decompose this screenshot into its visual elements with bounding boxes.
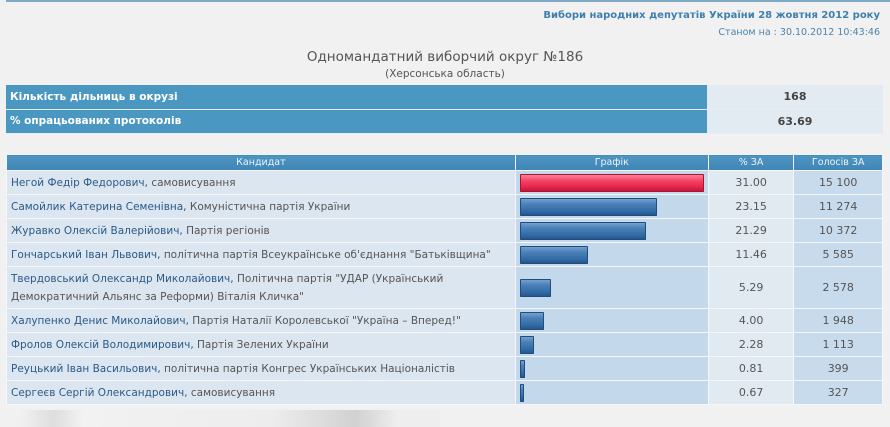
candidate-cell: Самойлик Катерина Семенівна, Комуністичн…: [6, 194, 516, 219]
vote-bar: [519, 221, 646, 240]
background-decoration: [20, 410, 440, 427]
votes-cell: 15 100: [793, 170, 883, 195]
votes-cell: 399: [793, 356, 883, 381]
percent-cell: 5.29: [707, 266, 795, 309]
status-line: Станом на : 30.10.2012 10:43:46: [718, 27, 880, 38]
percent-cell: 11.46: [707, 242, 795, 267]
district-region: (Херсонська область): [385, 68, 505, 80]
candidate-cell: Халупенко Денис Миколайович, Партія Ната…: [6, 308, 516, 333]
candidate-cell: Журавко Олексій Валерійович, Партія регі…: [6, 218, 516, 243]
candidate-party: політична партія Всеукраїнське об'єднанн…: [163, 248, 491, 261]
candidate-cell: Гончарський Іван Львович, політична парт…: [6, 242, 516, 267]
graph-cell: [514, 356, 709, 381]
table-row: Журавко Олексій Валерійович, Партія регі…: [6, 218, 883, 243]
percent-cell: 0.81: [707, 356, 795, 381]
table-row: Реуцький Іван Васильович, політична парт…: [6, 356, 883, 381]
summary-value: 63.69: [707, 109, 883, 134]
summary-row-processed: % опрацьованих протоколів 63.69: [6, 109, 883, 134]
votes-cell: 5 585: [793, 242, 883, 267]
summary-value: 168: [707, 85, 883, 110]
graph-cell: [514, 266, 709, 309]
candidate-name[interactable]: Самойлик Катерина Семенівна,: [11, 200, 187, 213]
candidate-name[interactable]: Негой Федір Федорович,: [11, 176, 148, 189]
candidate-party: Партія Зелених України: [197, 338, 329, 351]
candidate-party: політична партія Конгрес Українських Нац…: [164, 362, 455, 375]
votes-cell: 1 113: [793, 332, 883, 357]
candidate-name[interactable]: Твердовський Олександр Миколайович,: [11, 272, 234, 285]
candidate-party: Партія Наталії Королевської "Україна – В…: [192, 314, 461, 327]
results-header-row: Кандидат Графік % ЗА Голосів ЗА: [6, 154, 883, 171]
results-table: Кандидат Графік % ЗА Голосів ЗА Негой Фе…: [6, 154, 883, 405]
candidate-cell: Твердовський Олександр Миколайович, Полі…: [6, 266, 516, 309]
top-divider: [6, 0, 890, 2]
column-header-votes: Голосів ЗА: [793, 154, 883, 171]
candidate-party: самовисування: [190, 386, 276, 399]
table-row: Твердовський Олександр Миколайович, Полі…: [6, 266, 883, 309]
candidate-party: Комуністична партія України: [189, 200, 351, 213]
graph-cell: [514, 194, 709, 219]
candidate-cell: Фролов Олексій Володимирович, Партія Зел…: [6, 332, 516, 357]
percent-cell: 0.67: [707, 380, 795, 405]
table-row: Халупенко Денис Миколайович, Партія Ната…: [6, 308, 883, 333]
candidate-cell: Сергеєв Сергій Олександрович, самовисува…: [6, 380, 516, 405]
candidate-name[interactable]: Реуцький Іван Васильович,: [11, 362, 161, 375]
percent-cell: 23.15: [707, 194, 795, 219]
vote-bar: [519, 359, 525, 378]
vote-bar: [519, 197, 657, 216]
column-header-percent: % ЗА: [707, 154, 795, 171]
leader-vote-bar: [519, 173, 704, 192]
candidate-name[interactable]: Журавко Олексій Валерійович,: [11, 224, 183, 237]
candidate-party: Політична партія "УДАР (Український Демо…: [11, 272, 444, 303]
column-header-candidate: Кандидат: [6, 154, 516, 171]
votes-cell: 10 372: [793, 218, 883, 243]
table-row: Негой Федір Федорович, самовисування 31.0…: [6, 170, 883, 195]
votes-cell: 2 578: [793, 266, 883, 309]
graph-cell: [514, 308, 709, 333]
percent-cell: 21.29: [707, 218, 795, 243]
votes-cell: 1 948: [793, 308, 883, 333]
votes-cell: 327: [793, 380, 883, 405]
status-label: Станом на :: [718, 27, 777, 38]
graph-cell: [514, 332, 709, 357]
vote-bar: [519, 311, 544, 330]
candidate-party: Партія регіонів: [186, 224, 270, 237]
status-datetime: 30.10.2012 10:43:46: [779, 27, 880, 38]
table-row: Гончарський Іван Львович, політична парт…: [6, 242, 883, 267]
summary-label: Кількість дільниць в окрузі: [6, 85, 707, 110]
district-title: Одномандатний виборчий округ №186: [306, 49, 584, 65]
percent-cell: 2.28: [707, 332, 795, 357]
column-header-graph: Графік: [514, 154, 709, 171]
graph-cell: [514, 380, 709, 405]
graph-cell: [514, 242, 709, 267]
vote-bar: [519, 335, 534, 354]
graph-cell: [514, 170, 709, 195]
vote-bar: [519, 383, 524, 402]
vote-bar: [519, 245, 588, 264]
candidate-cell: Реуцький Іван Васильович, політична парт…: [6, 356, 516, 381]
percent-cell: 31.00: [707, 170, 795, 195]
candidate-name[interactable]: Фролов Олексій Володимирович,: [11, 338, 194, 351]
graph-cell: [514, 218, 709, 243]
candidate-name[interactable]: Сергеєв Сергій Олександрович,: [11, 386, 188, 399]
election-title[interactable]: Вибори народних депутатів України 28 жов…: [543, 10, 880, 21]
candidate-name[interactable]: Халупенко Денис Миколайович,: [11, 314, 189, 327]
table-row: Самойлик Катерина Семенівна, Комуністичн…: [6, 194, 883, 219]
vote-bar: [519, 278, 551, 297]
percent-cell: 4.00: [707, 308, 795, 333]
summary-row-stations: Кількість дільниць в окрузі 168: [6, 85, 883, 110]
table-row: Фролов Олексій Володимирович, Партія Зел…: [6, 332, 883, 357]
candidate-party: самовисування: [151, 176, 236, 189]
summary-label: % опрацьованих протоколів: [6, 109, 707, 134]
votes-cell: 11 274: [793, 194, 883, 219]
summary-table: Кількість дільниць в окрузі 168 % опраць…: [6, 85, 883, 134]
candidate-name[interactable]: Гончарський Іван Львович,: [11, 248, 161, 261]
candidate-cell: Негой Федір Федорович, самовисування: [6, 170, 516, 195]
table-row: Сергеєв Сергій Олександрович, самовисува…: [6, 380, 883, 405]
